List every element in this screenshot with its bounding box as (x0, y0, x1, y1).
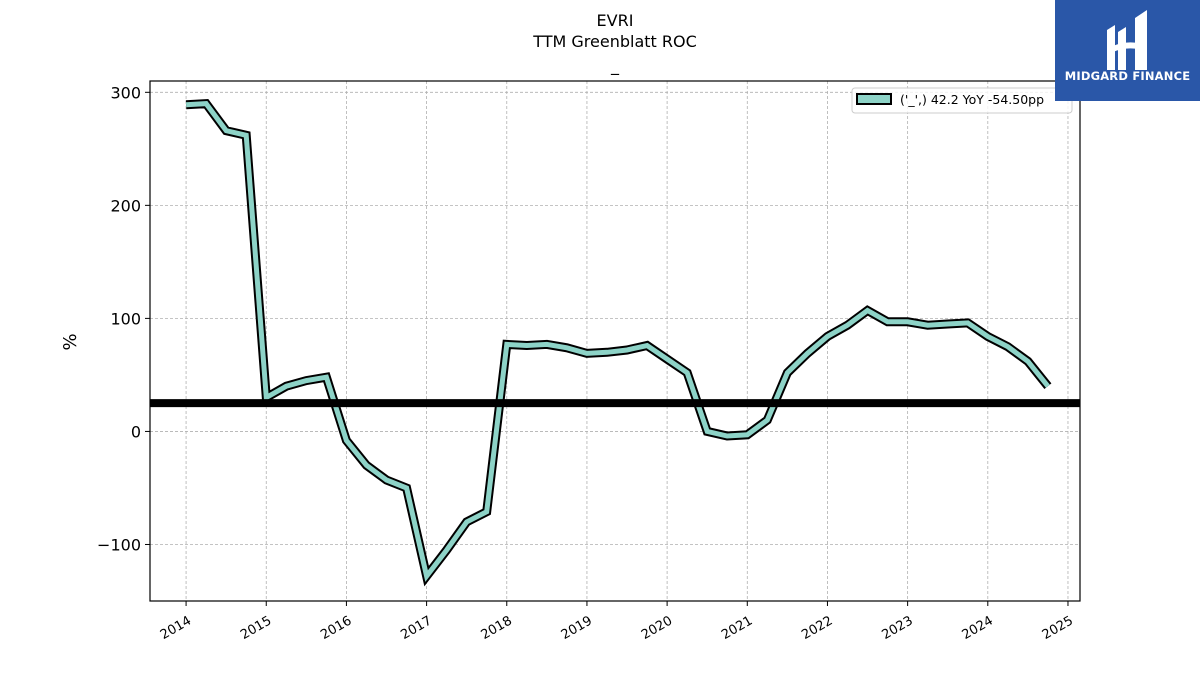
x-tick-label: 2023 (879, 613, 915, 643)
x-tick-label: 2016 (318, 613, 354, 643)
x-tick-label: 2021 (719, 613, 755, 643)
x-tick-label: 2014 (158, 613, 194, 643)
legend: ('_',) 42.2 YoY -54.50pp (851, 87, 1073, 114)
x-tick-label: 2020 (639, 613, 675, 643)
y-tick-label: 0 (131, 422, 141, 441)
data-layer (150, 98, 1080, 587)
legend-swatch (856, 93, 892, 105)
y-tick-label: 200 (110, 196, 141, 215)
y-tick-label: 300 (110, 83, 141, 102)
y-tick-label: 100 (110, 309, 141, 328)
chart-subtitle: TTM Greenblatt ROC (533, 32, 697, 51)
x-tick-label: 2024 (960, 613, 996, 643)
chart-subtitle-2: _ (611, 56, 619, 75)
x-tick-label: 2025 (1040, 613, 1076, 643)
x-tick-label: 2019 (559, 613, 595, 643)
y-axis-label: % (60, 333, 81, 350)
x-tick-label: 2022 (799, 613, 835, 643)
y-tick-label: −100 (97, 535, 141, 554)
x-tick-label: 2017 (398, 613, 434, 643)
gridlines (150, 81, 1080, 601)
legend-label: ('_',) 42.2 YoY -54.50pp (900, 92, 1044, 107)
series-line (185, 101, 1050, 582)
plot-frame (149, 80, 1081, 602)
logo-text: MIDGARD FINANCE (1064, 69, 1191, 83)
series-line-outline (185, 98, 1052, 587)
x-tick-label: 2018 (479, 613, 515, 643)
x-tick-label: 2015 (238, 613, 274, 643)
chart-title: EVRI (596, 11, 634, 30)
logo-mark-icon (1107, 10, 1147, 70)
company-logo: MIDGARD FINANCE (1055, 0, 1200, 101)
